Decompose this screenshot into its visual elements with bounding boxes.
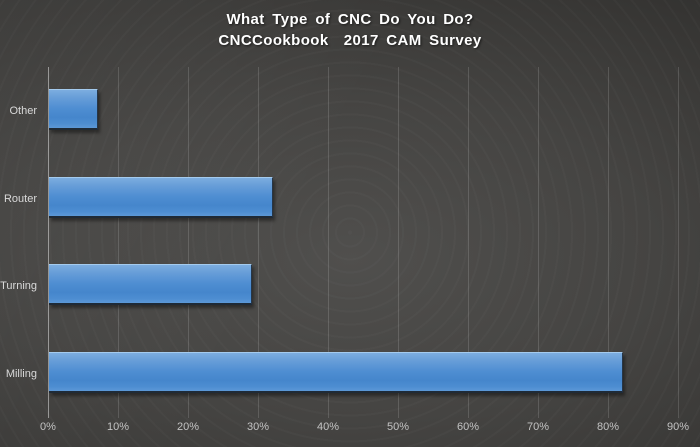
category-label: Turning <box>0 280 37 293</box>
bar-track <box>48 88 678 133</box>
x-tick-label: 10% <box>106 421 130 433</box>
x-axis-labels: 0% 10% 20% 30% 40% 50% 60% 70% 80% 90% <box>0 421 700 437</box>
bar-track <box>48 176 678 221</box>
gridline <box>678 67 679 418</box>
x-tick-label: 50% <box>386 421 410 433</box>
chart-row: Turning <box>0 243 700 331</box>
x-tick-label: 20% <box>176 421 200 433</box>
bar-router <box>49 176 273 218</box>
x-tick-label: 90% <box>666 421 690 433</box>
category-label: Milling <box>5 368 37 381</box>
gridline <box>258 67 259 418</box>
gridline <box>468 67 469 418</box>
x-tick-label: 40% <box>316 421 340 433</box>
x-tick-label: 60% <box>456 421 480 433</box>
chart-row: Router <box>0 155 700 243</box>
gridline <box>538 67 539 418</box>
gridline <box>118 67 119 418</box>
chart-row: Other <box>0 67 700 155</box>
x-tick-label: 30% <box>246 421 270 433</box>
x-tick-label: 70% <box>526 421 550 433</box>
chart-row: Milling <box>0 330 700 418</box>
gridline <box>398 67 399 418</box>
category-label: Other <box>9 104 37 117</box>
chart-title: What Type of CNC Do You Do? <box>226 11 474 28</box>
bar-other <box>49 88 98 130</box>
gridline <box>188 67 189 418</box>
x-tick-label: 0% <box>40 421 56 433</box>
gridline <box>328 67 329 418</box>
bar-track <box>48 352 678 396</box>
y-axis-line <box>48 67 49 418</box>
bar-milling <box>49 352 623 394</box>
chart-subtitle: CNCCookbook 2017 CAM Survey <box>218 32 482 49</box>
plot-rows: Other Router Turning Milling <box>0 67 700 418</box>
gridlines <box>48 67 690 418</box>
category-label: Router <box>3 192 37 205</box>
gridline <box>608 67 609 418</box>
plot-area: Other Router Turning Milling <box>0 67 700 418</box>
bar-turning <box>49 264 252 306</box>
bar-track <box>48 264 678 308</box>
x-tick-label: 80% <box>596 421 620 433</box>
